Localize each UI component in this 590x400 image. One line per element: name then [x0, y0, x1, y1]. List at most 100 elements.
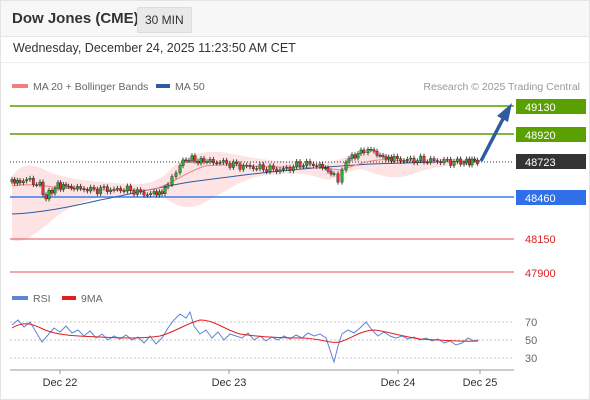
candle-body [392, 155, 396, 162]
candle-body [399, 158, 403, 162]
candle-body [336, 173, 340, 183]
candle-body [369, 148, 373, 151]
last-price-label: 48723 [525, 157, 556, 169]
candle-body [105, 186, 109, 192]
candle-body [462, 162, 466, 165]
candle-body [135, 189, 139, 195]
candle-body [415, 160, 419, 163]
candle-body [67, 185, 71, 188]
candle-body [372, 149, 376, 152]
candle-body [465, 158, 469, 164]
candle-body [265, 169, 269, 172]
candle-body [174, 172, 178, 177]
level-label-bg-4 [516, 190, 586, 205]
candle-body [350, 154, 354, 159]
candle-body [285, 167, 289, 169]
candle-body [10, 179, 14, 183]
candle-body [166, 184, 170, 188]
candle-body [211, 159, 215, 164]
ma20-legend-swatch [12, 84, 28, 88]
candle-body [255, 168, 259, 170]
candle-body [271, 165, 275, 170]
candle-body [419, 155, 423, 161]
candle-body [102, 186, 106, 188]
chart-header: Dow Jones (CME) 30 MIN [0, 0, 590, 37]
candle-body [409, 157, 413, 160]
candle-body [301, 165, 305, 167]
x-tick-dec24: Dec 24 [381, 377, 416, 389]
candlestick-series [10, 146, 479, 202]
candle-body [329, 170, 333, 175]
ma50-legend-label: MA 50 [175, 81, 205, 93]
candle-body [405, 158, 409, 161]
candle-body [275, 168, 279, 172]
candle-body [202, 158, 206, 162]
candle-body [340, 169, 344, 183]
candle-body [332, 173, 336, 175]
rsi-panel: RSI 9MA 70 50 30 [10, 293, 537, 365]
candle-body [291, 166, 295, 171]
candle-body [475, 159, 479, 164]
candle-body [459, 158, 463, 165]
candle-body [15, 180, 19, 184]
candle-body [157, 191, 161, 196]
candle-body [205, 161, 209, 163]
candle-body [470, 158, 474, 166]
candle-body [425, 161, 429, 164]
candle-body [238, 163, 242, 170]
candle-body [359, 149, 363, 154]
rsi-ma-legend-swatch [62, 296, 76, 300]
level-labels: 49130 48920 48723 48460 48150 47900 [516, 99, 586, 280]
candle-body [187, 160, 191, 162]
candle-body [228, 163, 232, 168]
candle-body [199, 158, 203, 164]
candle-body [281, 168, 285, 171]
candle-body [119, 188, 123, 191]
ma50-line [11, 160, 481, 215]
level-label-bg-1 [516, 99, 586, 114]
ma20-legend-label: MA 20 + Bollinger Bands [33, 81, 148, 93]
candle-body [221, 160, 225, 163]
candle-body [225, 160, 229, 164]
candle-body [241, 165, 245, 170]
candle-body [115, 188, 119, 190]
level-label-49130: 49130 [525, 102, 556, 114]
level-label-bg-2 [516, 127, 586, 142]
candle-body [53, 188, 57, 194]
candle-body [402, 160, 406, 162]
interval-button[interactable]: 30 MIN [137, 7, 192, 33]
candle-body [89, 187, 93, 192]
candle-body [389, 156, 393, 162]
candle-body [196, 160, 200, 164]
candle-body [375, 150, 379, 156]
candle-body [248, 165, 252, 168]
candle-body [321, 164, 325, 169]
candle-body [268, 165, 272, 172]
candle-body [64, 184, 68, 187]
ma50-legend-swatch [156, 84, 170, 88]
candle-body [473, 158, 477, 161]
candle-body [218, 162, 222, 164]
candle-body [445, 159, 449, 161]
candle-body [61, 184, 65, 190]
candle-body [72, 187, 76, 190]
candle-body [163, 187, 167, 194]
candle-body [305, 161, 309, 166]
candle-body [318, 164, 322, 167]
candle-body [384, 156, 388, 160]
candle-body [142, 191, 146, 196]
candle-body [215, 162, 219, 165]
candle-body [59, 182, 63, 190]
candle-body [429, 158, 433, 163]
candle-body [353, 154, 357, 159]
candle-body [193, 155, 197, 162]
candle-body [82, 188, 86, 190]
rsi-tick-70: 70 [525, 317, 537, 329]
candle-body [41, 181, 45, 195]
candle-body [149, 193, 153, 196]
candle-body [362, 149, 366, 154]
candle-body [208, 159, 212, 162]
candle-body [155, 191, 159, 196]
candle-body [308, 161, 312, 165]
rsi-tick-30: 30 [525, 353, 537, 365]
